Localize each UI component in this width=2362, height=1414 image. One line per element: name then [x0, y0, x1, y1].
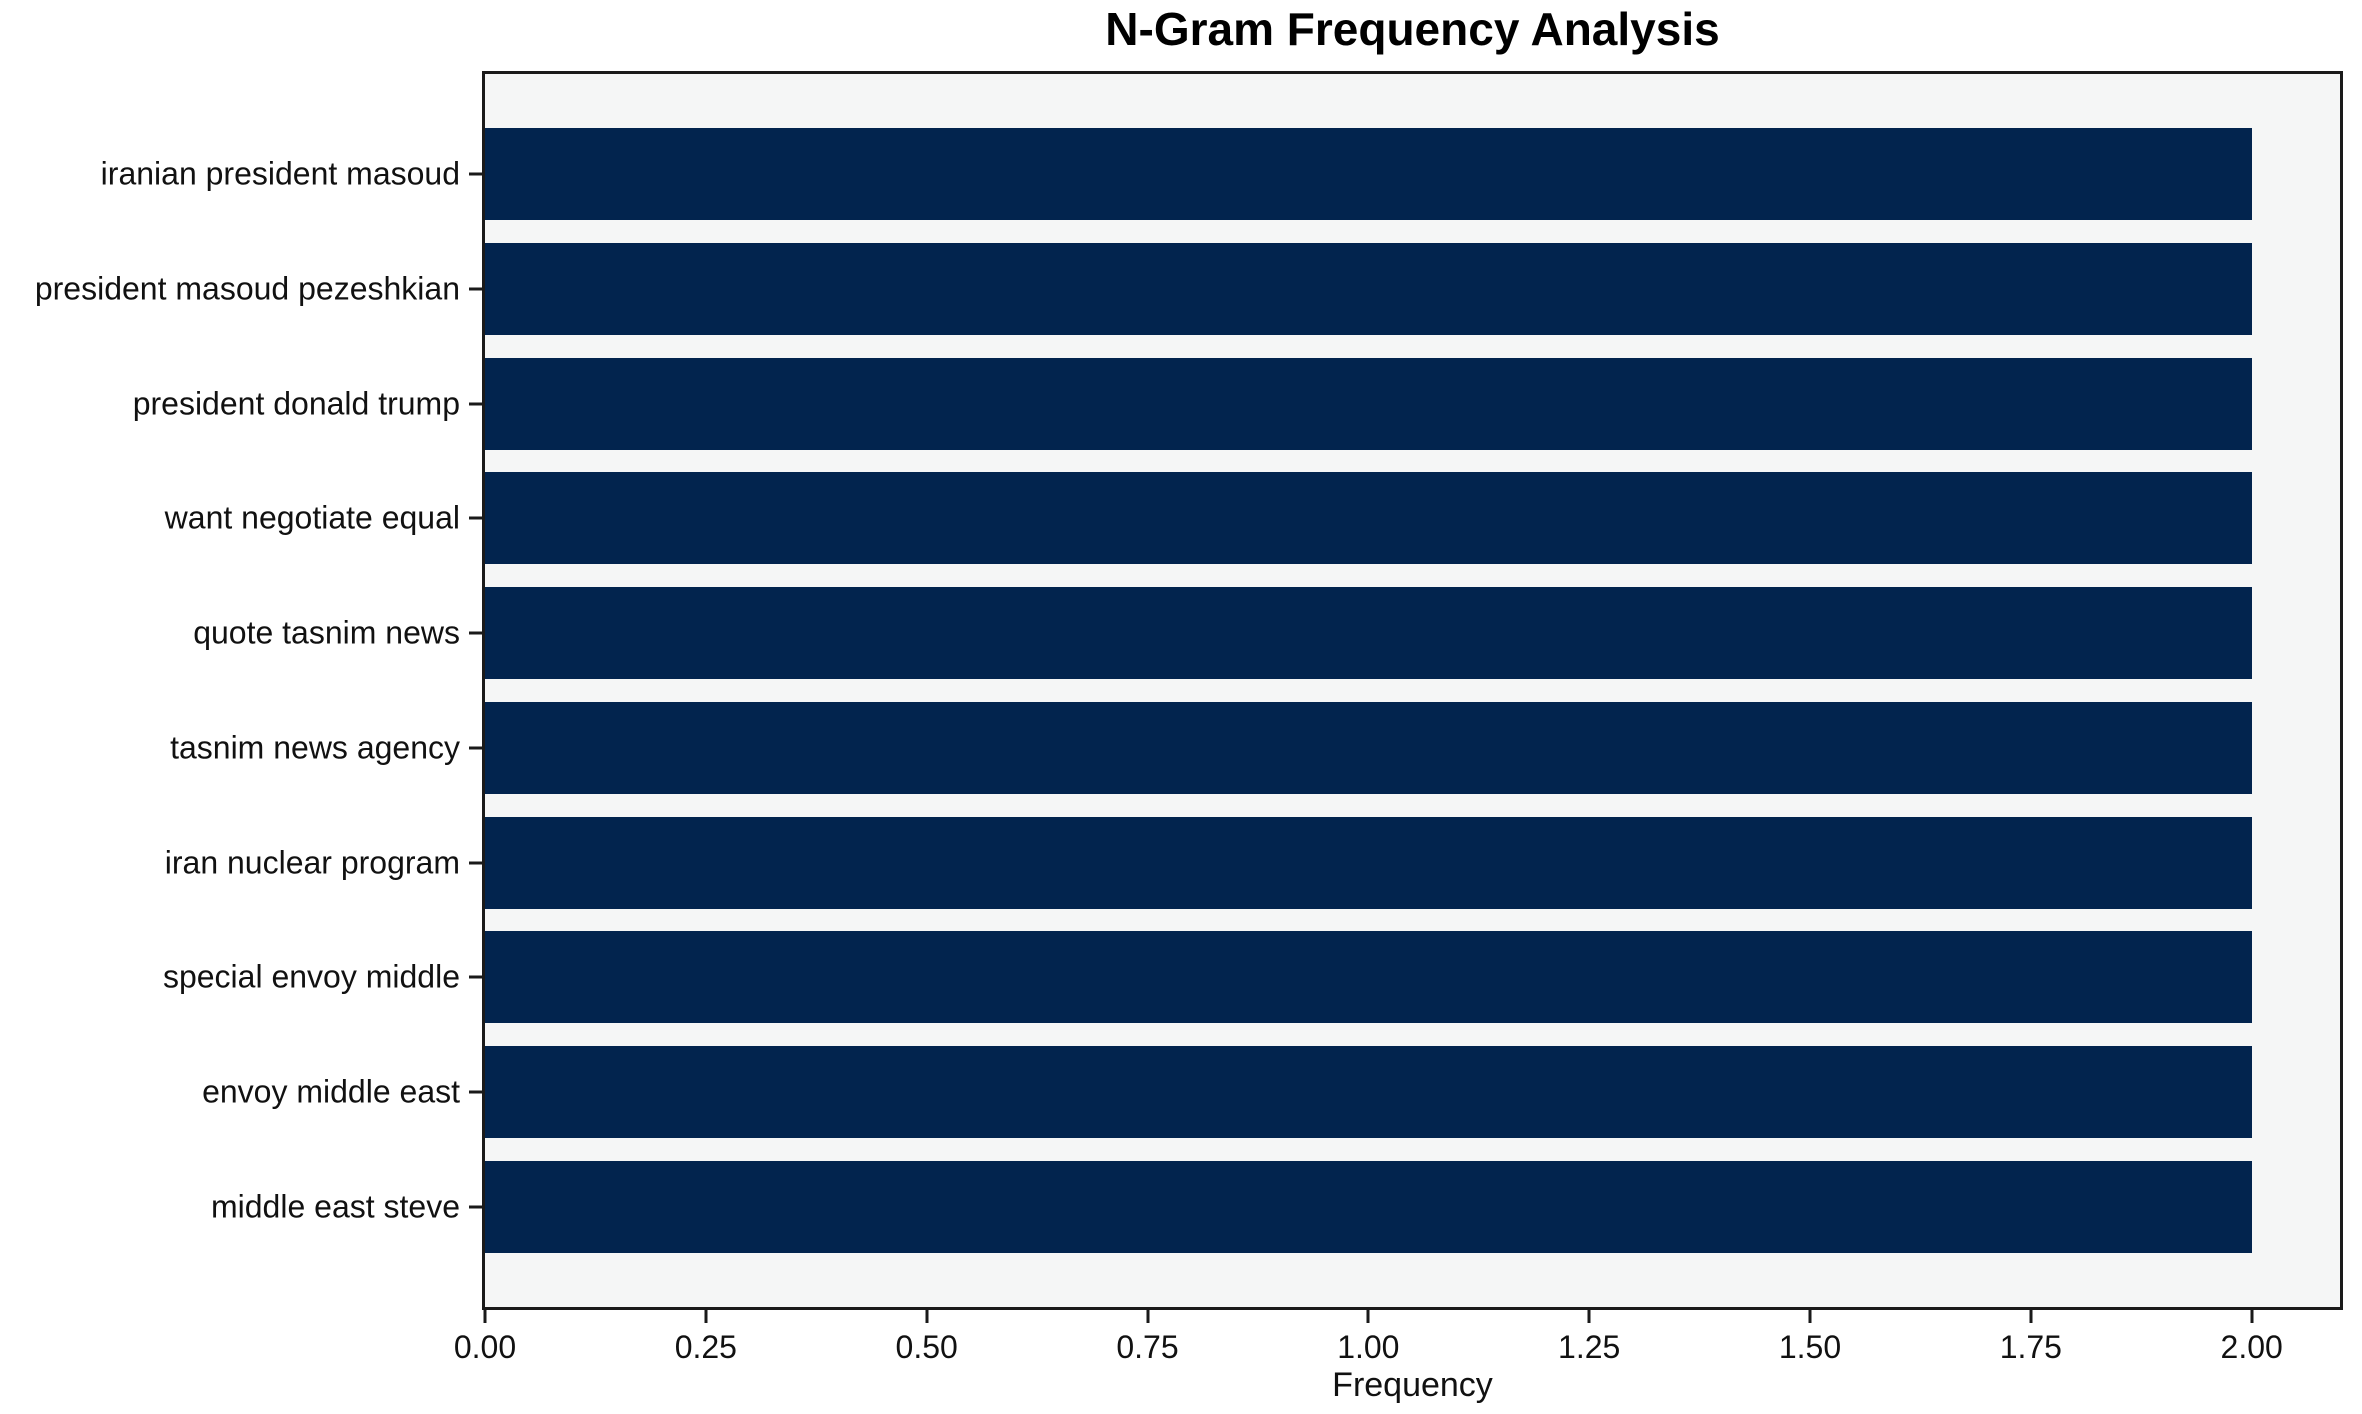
x-tick-mark [2250, 1310, 2254, 1323]
bar-row: iran nuclear program [165, 816, 2340, 909]
bar-row: iranian president masoud [101, 128, 2340, 220]
y-tick-label: president masoud pezeshkian [34, 270, 460, 307]
x-tick-mark [1146, 1310, 1149, 1323]
y-tick-mark [469, 746, 482, 750]
bar-row: envoy middle east [202, 1046, 2340, 1139]
bar [485, 587, 2252, 680]
x-tick-label: 2.00 [2220, 1329, 2283, 1365]
bar-row: president masoud pezeshkian [35, 242, 2340, 335]
bar [485, 1160, 2252, 1253]
bar [485, 242, 2252, 335]
y-tick-mark [469, 287, 482, 291]
bar [485, 472, 2252, 565]
x-tick-mark [925, 1310, 929, 1323]
chart-title: N-Gram Frequency Analysis [1105, 3, 1720, 55]
bar-row: special envoy middle [163, 931, 2340, 1024]
y-tick-mark [469, 861, 482, 865]
x-tick-label: 0.50 [895, 1329, 958, 1365]
y-tick-mark [469, 975, 482, 979]
y-tick-label: tasnim news agency [170, 729, 460, 766]
x-tick-label: 0.75 [1116, 1329, 1179, 1365]
y-tick-mark [469, 172, 482, 176]
x-tick-label: 1.00 [1337, 1329, 1400, 1365]
bar [485, 128, 2252, 220]
x-tick-label: 1.50 [1778, 1329, 1842, 1365]
bar-row: middle east steve [211, 1160, 2340, 1253]
x-tick-mark [704, 1310, 708, 1323]
x-tick-mark [1587, 1310, 1591, 1323]
bar [485, 357, 2252, 450]
y-tick-label: president donald trump [132, 385, 460, 422]
x-tick-label: 0.00 [453, 1329, 517, 1365]
bar [485, 816, 2252, 909]
x-tick-mark [1808, 1310, 1812, 1323]
y-tick-label: envoy middle east [202, 1073, 460, 1110]
y-tick-mark [469, 516, 482, 520]
bar [485, 1046, 2252, 1139]
plot-area: iranian president masoud president masoud… [35, 71, 2343, 1365]
y-tick-mark [469, 402, 482, 406]
bar-row: quote tasnim news [193, 587, 2340, 680]
y-tick-mark [469, 631, 482, 635]
x-tick-mark [483, 1310, 487, 1323]
y-tick-mark [469, 1205, 482, 1209]
bar-row: president donald trump [133, 357, 2340, 450]
x-tick-mark [2029, 1310, 2033, 1323]
x-tick-label: 0.25 [674, 1329, 737, 1365]
bar-row: want negotiate equal [165, 472, 2340, 565]
y-tick-label: special envoy middle [162, 958, 460, 995]
bars-container: iranian president masoud president masoud… [35, 74, 2340, 1307]
bar [485, 931, 2252, 1024]
bar-row: tasnim news agency [170, 701, 2340, 794]
bar [485, 701, 2252, 794]
y-tick-mark [469, 1090, 482, 1094]
x-tick-label: 1.25 [1558, 1329, 1621, 1365]
x-axis-label: Frequency [1332, 1366, 1493, 1404]
x-tick-mark [1366, 1310, 1370, 1323]
y-tick-label: want negotiate equal [164, 499, 460, 536]
y-tick-label: quote tasnim news [193, 614, 460, 651]
y-tick-label: middle east steve [210, 1188, 460, 1225]
x-tick-label: 1.75 [1999, 1329, 2062, 1365]
y-tick-label: iranian president masoud [100, 155, 460, 192]
y-tick-label: iran nuclear program [164, 844, 460, 881]
